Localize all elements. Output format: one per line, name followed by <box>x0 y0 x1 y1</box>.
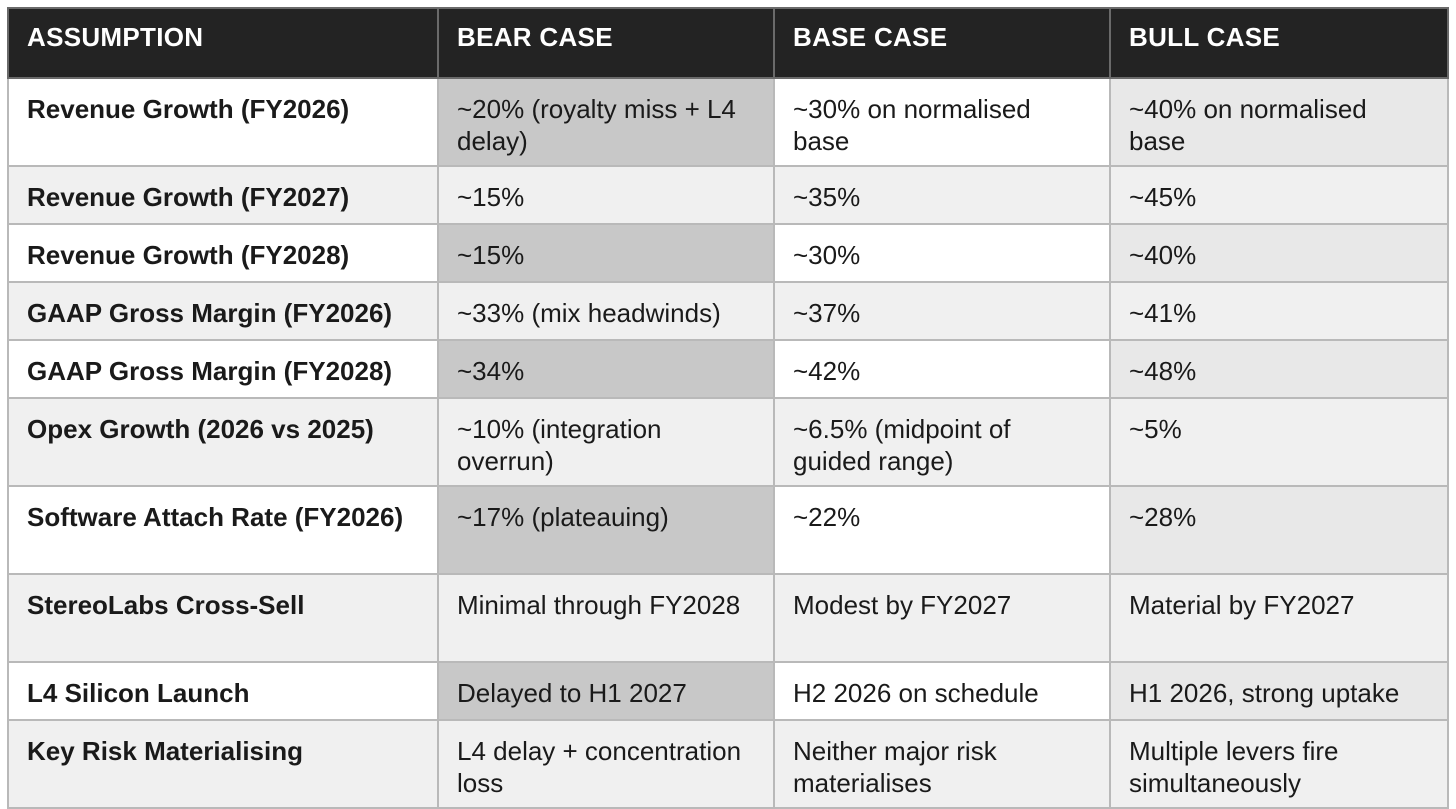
header-bear-case: BEAR CASE <box>437 7 775 79</box>
bear-cell: ~10% (integration overrun) <box>437 397 775 487</box>
bull-cell: ~5% <box>1109 397 1449 487</box>
assumption-cell: Opex Growth (2026 vs 2025) <box>7 397 439 487</box>
assumption-cell: StereoLabs Cross-Sell <box>7 573 439 663</box>
bear-cell: ~17% (plateauing) <box>437 485 775 575</box>
assumption-cell: L4 Silicon Launch <box>7 661 439 721</box>
bear-cell: ~15% <box>437 165 775 225</box>
base-cell: ~6.5% (midpoint of guided range) <box>773 397 1111 487</box>
header-assumption: ASSUMPTION <box>7 7 439 79</box>
bull-cell: Material by FY2027 <box>1109 573 1449 663</box>
bull-cell: Multiple levers fire simultaneously <box>1109 719 1449 809</box>
header-bull-case: BULL CASE <box>1109 7 1449 79</box>
table-row: GAAP Gross Margin (FY2028) ~34% ~42% ~48… <box>7 339 1449 399</box>
bull-cell: ~45% <box>1109 165 1449 225</box>
bear-cell: ~34% <box>437 339 775 399</box>
bull-cell: ~28% <box>1109 485 1449 575</box>
table-row: GAAP Gross Margin (FY2026) ~33% (mix hea… <box>7 281 1449 341</box>
bear-cell: ~33% (mix headwinds) <box>437 281 775 341</box>
base-cell: Modest by FY2027 <box>773 573 1111 663</box>
assumption-cell: GAAP Gross Margin (FY2026) <box>7 281 439 341</box>
scenario-table-container: ASSUMPTION BEAR CASE BASE CASE BULL CASE… <box>7 7 1449 809</box>
bear-cell: Minimal through FY2028 <box>437 573 775 663</box>
bull-cell: ~40% <box>1109 223 1449 283</box>
bear-cell: ~15% <box>437 223 775 283</box>
assumption-cell: Key Risk Materialising <box>7 719 439 809</box>
assumption-cell: Revenue Growth (FY2027) <box>7 165 439 225</box>
table-header-row: ASSUMPTION BEAR CASE BASE CASE BULL CASE <box>7 7 1449 79</box>
table-row: L4 Silicon Launch Delayed to H1 2027 H2 … <box>7 661 1449 721</box>
assumption-cell: GAAP Gross Margin (FY2028) <box>7 339 439 399</box>
base-cell: ~42% <box>773 339 1111 399</box>
table-row: Key Risk Materialising L4 delay + concen… <box>7 719 1449 809</box>
bull-cell: H1 2026, strong uptake <box>1109 661 1449 721</box>
table-row: Software Attach Rate (FY2026) ~17% (plat… <box>7 485 1449 575</box>
header-base-case: BASE CASE <box>773 7 1111 79</box>
base-cell: Neither major risk materialises <box>773 719 1111 809</box>
base-cell: ~30% on normalised base <box>773 77 1111 167</box>
table-row: Revenue Growth (FY2028) ~15% ~30% ~40% <box>7 223 1449 283</box>
base-cell: H2 2026 on schedule <box>773 661 1111 721</box>
base-cell: ~30% <box>773 223 1111 283</box>
base-cell: ~35% <box>773 165 1111 225</box>
assumption-cell: Revenue Growth (FY2026) <box>7 77 439 167</box>
bull-cell: ~40% on normalised base <box>1109 77 1449 167</box>
table-row: Revenue Growth (FY2026) ~20% (royalty mi… <box>7 77 1449 167</box>
assumption-cell: Revenue Growth (FY2028) <box>7 223 439 283</box>
table-row: StereoLabs Cross-Sell Minimal through FY… <box>7 573 1449 663</box>
table-row: Opex Growth (2026 vs 2025) ~10% (integra… <box>7 397 1449 487</box>
assumption-cell: Software Attach Rate (FY2026) <box>7 485 439 575</box>
table-row: Revenue Growth (FY2027) ~15% ~35% ~45% <box>7 165 1449 225</box>
bull-cell: ~48% <box>1109 339 1449 399</box>
bear-cell: ~20% (royalty miss + L4 delay) <box>437 77 775 167</box>
bear-cell: Delayed to H1 2027 <box>437 661 775 721</box>
base-cell: ~37% <box>773 281 1111 341</box>
scenario-assumptions-table: ASSUMPTION BEAR CASE BASE CASE BULL CASE… <box>7 7 1449 809</box>
base-cell: ~22% <box>773 485 1111 575</box>
bull-cell: ~41% <box>1109 281 1449 341</box>
bear-cell: L4 delay + concentration loss <box>437 719 775 809</box>
